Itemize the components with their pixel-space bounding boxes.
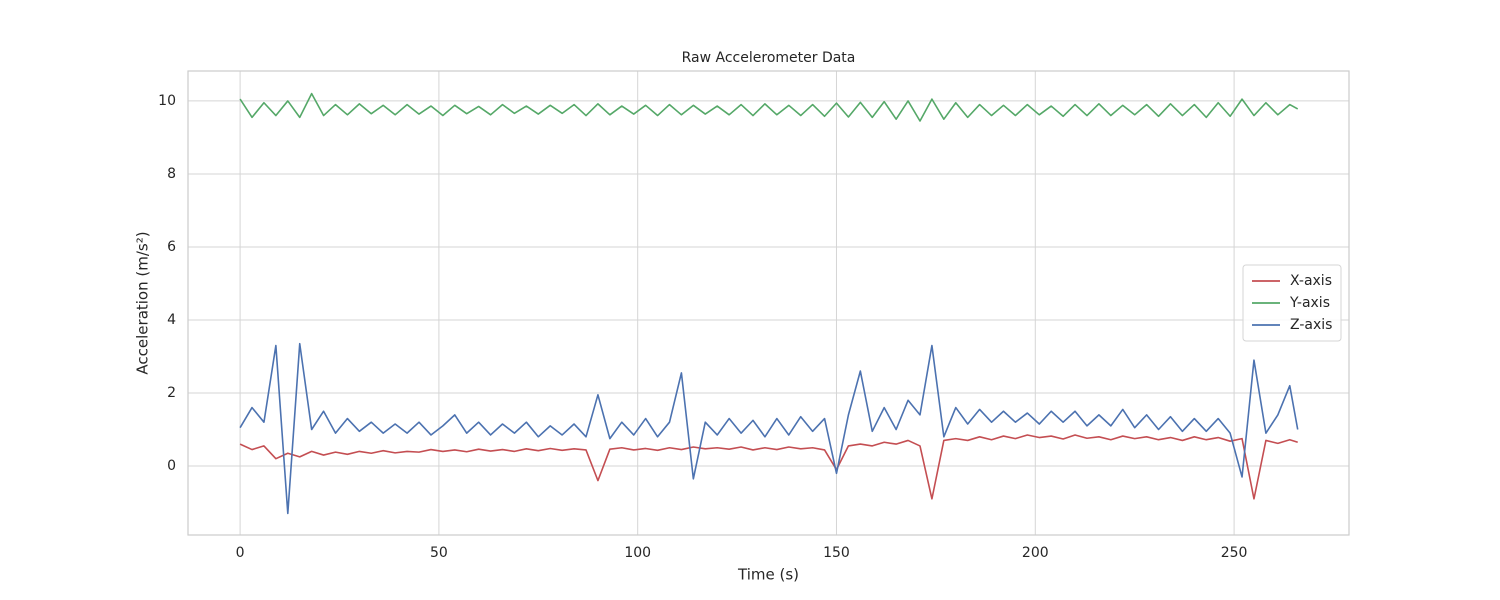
y-axis-label: Acceleration (m/s²) [134, 231, 152, 374]
legend: X-axis Y-axis Z-axis [1242, 264, 1342, 342]
lines [239, 92, 1299, 515]
y-tick-label: 6 [167, 239, 176, 255]
y-tick-label: 4 [167, 312, 176, 328]
y-tick-label: 0 [167, 458, 176, 474]
chart-title: Raw Accelerometer Data [682, 50, 856, 66]
legend-label: Z-axis [1290, 317, 1332, 333]
x-tick-label: 0 [236, 545, 245, 561]
legend-label: Y-axis [1289, 295, 1330, 311]
x-tick-label: 50 [430, 545, 448, 561]
x-tick-label: 150 [823, 545, 850, 561]
grid [188, 71, 1349, 535]
series-line [239, 434, 1298, 500]
plot-frame [187, 70, 1350, 536]
y-tick-label: 2 [167, 385, 176, 401]
y-tick-label: 8 [167, 166, 176, 182]
x-tick-label: 250 [1221, 545, 1248, 561]
series-line [239, 342, 1299, 515]
x-axis-label: Time (s) [737, 566, 799, 584]
series-line [239, 92, 1299, 122]
x-tick-label: 200 [1022, 545, 1049, 561]
x-tick-label: 100 [624, 545, 651, 561]
legend-box [1242, 264, 1342, 342]
y-tick-label: 10 [158, 93, 176, 109]
legend-label: X-axis [1290, 273, 1332, 289]
